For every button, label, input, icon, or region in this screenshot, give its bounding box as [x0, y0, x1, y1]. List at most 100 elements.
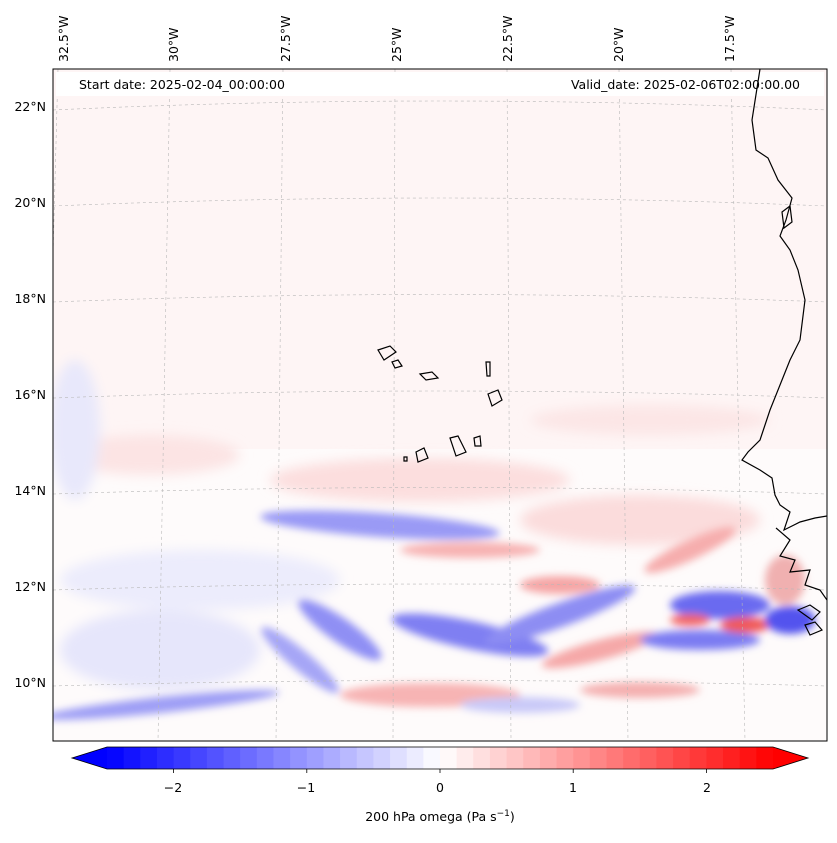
lon-tick-labels: 32.5°W 30°W 27.5°W 25°W 22.5°W 20°W 17.5…: [56, 16, 737, 62]
island-santo-antao: [377, 345, 397, 361]
lat-tick-label: 16°N: [14, 387, 46, 402]
island-santiago: [449, 435, 467, 457]
graticule-lat-line: [53, 100, 827, 111]
colorbar-segment: [440, 747, 458, 769]
omega-blob-descent: [670, 591, 770, 619]
omega-blob: [530, 405, 770, 435]
colorbar-segment: [306, 747, 325, 769]
valid-date-label: Valid_date: 2025-02-06T02:00:00.00: [570, 77, 800, 92]
colorbar-segment: [256, 747, 275, 769]
lon-tick-label: 20°W: [611, 27, 626, 62]
colorbar-segment: [173, 747, 191, 769]
colorbar-tick-label: 2: [703, 780, 711, 795]
island-brava: [403, 456, 408, 462]
colorbar-segment: [756, 747, 774, 769]
colorbar-segment: [206, 747, 225, 769]
graticule-lat-line: [53, 487, 827, 495]
graticule-lat-line: [53, 583, 827, 591]
colorbar-segment: [639, 747, 658, 769]
coastline: [377, 69, 827, 636]
colorbar: [70, 746, 810, 770]
colorbar-segment: [223, 747, 241, 769]
omega-blob-descent: [261, 626, 339, 694]
island-fogo: [415, 447, 429, 463]
colorbar-segment: [739, 747, 757, 769]
colorbar-segment: [140, 747, 158, 769]
omega-blob-descent: [260, 510, 500, 540]
colorbar-label: 200 hPa omega (Pa s−1): [365, 809, 515, 824]
colorbar-segment: [356, 747, 374, 769]
colorbar-segment: [689, 747, 707, 769]
lon-tick-label: 25°W: [389, 27, 404, 62]
omega-blob-descent: [484, 585, 636, 645]
omega-blob-ascent: [644, 527, 736, 573]
lat-tick-label: 18°N: [14, 291, 46, 306]
colorbar-segment: [107, 747, 125, 769]
colorbar-outline: [70, 746, 810, 770]
colorbar-segment: [123, 747, 141, 769]
colorbar-segment: [406, 747, 424, 769]
colorbar-segment: [323, 747, 341, 769]
colorbar-label-text: 200 hPa omega (Pa s: [365, 809, 496, 824]
graticule-lon-line: [730, 69, 746, 741]
map-frame: [52, 68, 828, 742]
colorbar-tick-label: 0: [436, 780, 444, 795]
graticule-lon-line: [506, 69, 512, 741]
colorbar-segment: [240, 747, 258, 769]
colorbar-segment: [340, 747, 358, 769]
omega-blob: [53, 360, 100, 500]
island-boa-vista: [487, 389, 503, 407]
colorbar-segment: [673, 747, 691, 769]
lat-tick-label: 10°N: [14, 675, 46, 690]
lat-tick-label: 14°N: [14, 483, 46, 498]
coastal-island: [781, 204, 793, 230]
lon-tick-label: 32.5°W: [56, 16, 71, 62]
lat-tick-label: 12°N: [14, 579, 46, 594]
graticule: [53, 69, 827, 741]
colorbar-label-close: ): [510, 809, 515, 824]
lon-tick-label: 30°W: [166, 27, 181, 62]
graticule-lon-line: [392, 69, 396, 741]
graticule-lon-line: [157, 69, 171, 741]
title-band: [56, 72, 824, 96]
lon-tick-label: 22.5°W: [500, 16, 515, 62]
colorbar-segment: [489, 747, 508, 769]
graticule-lat-line: [53, 390, 827, 399]
west-africa-coastline: [741, 69, 827, 532]
omega-blob: [60, 610, 260, 690]
graticule-lon-line: [618, 69, 629, 741]
lat-tick-label: 22°N: [14, 99, 46, 114]
omega-blob-ascent: [400, 542, 540, 558]
colorbar-segment: [706, 747, 724, 769]
omega-blob: [60, 435, 240, 475]
colorbar-segment: [623, 747, 641, 769]
bissagos-island: [796, 604, 821, 621]
graticule-lat-line: [53, 680, 827, 687]
lon-tick-label: 27.5°W: [278, 16, 293, 62]
lat-tick-labels: 22°N 20°N 18°N 16°N 14°N 12°N 10°N: [14, 99, 46, 690]
colorbar-ticks: −2 −1 0 1 2: [164, 769, 711, 795]
colorbar-segment: [589, 747, 608, 769]
graticule-lon-line: [275, 69, 284, 741]
omega-blob-descent: [298, 599, 382, 661]
colorbar-tick-label: −2: [164, 780, 182, 795]
colorbar-segment: [373, 747, 391, 769]
colorbar-segment: [390, 747, 408, 769]
omega-blob-ascent: [541, 631, 659, 669]
omega-blob-ascent: [765, 555, 805, 605]
lat-tick-label: 20°N: [14, 195, 46, 210]
start-date-label: Start date: 2025-02-04_00:00:00: [79, 77, 285, 92]
colorbar-segment: [523, 747, 541, 769]
colorbar-segment: [456, 747, 474, 769]
omega-blob-descent: [460, 697, 580, 713]
colorbar-segment: [290, 747, 308, 769]
colorbar-segment: [556, 747, 574, 769]
colorbar-segment: [506, 747, 524, 769]
colorbar-segment: [606, 747, 624, 769]
omega-blob: [520, 495, 760, 545]
colorbar-segment: [273, 747, 291, 769]
island-sal: [485, 361, 491, 377]
colorbar-tick-label: −1: [297, 780, 315, 795]
colorbar-extend-low: [72, 747, 107, 769]
